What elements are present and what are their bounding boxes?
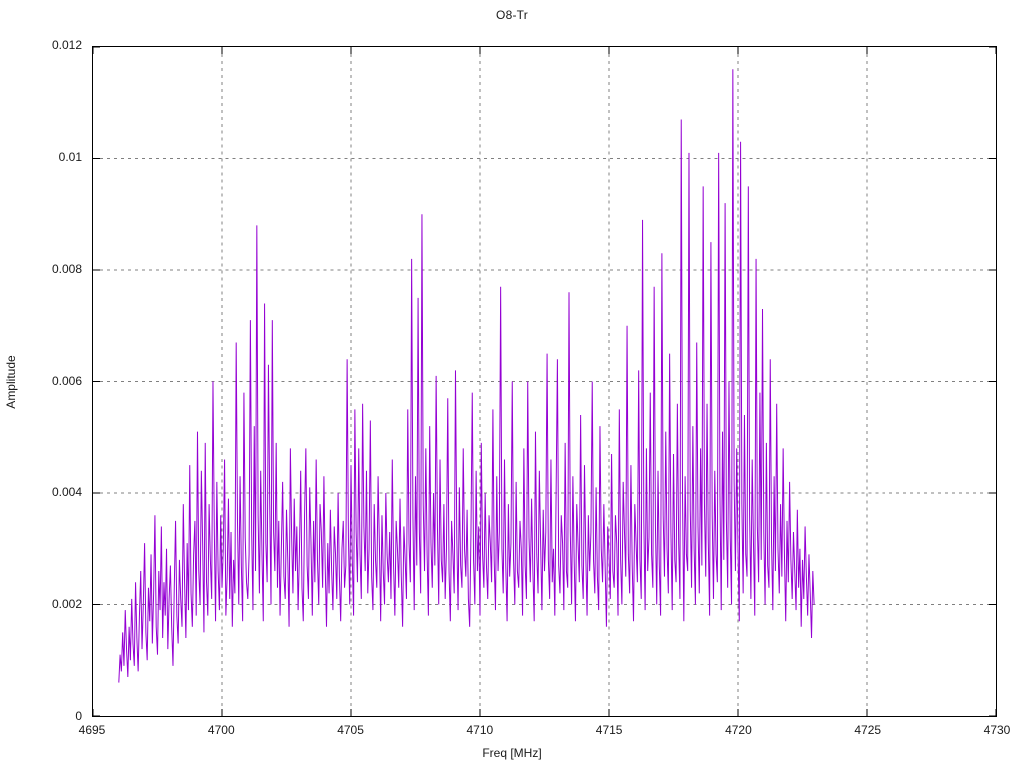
y-tick-label: 0.002 xyxy=(51,597,82,612)
x-tick-label: 4720 xyxy=(725,723,752,737)
x-tick-label: 4725 xyxy=(854,723,882,737)
y-tick-label: 0 xyxy=(75,709,82,723)
plot-svg xyxy=(93,47,996,716)
plot-area xyxy=(92,46,997,717)
x-tick-label: 4715 xyxy=(595,723,623,737)
y-tick-label: 0.01 xyxy=(58,149,82,164)
x-tick-label: 4730 xyxy=(983,723,1011,737)
x-tick-label: 4700 xyxy=(207,723,235,737)
y-tick-label: 0.008 xyxy=(51,261,82,276)
y-tick-label: 0.012 xyxy=(51,38,82,52)
x-tick-label: 4710 xyxy=(466,723,494,737)
x-tick-label: 4695 xyxy=(78,723,106,737)
tick-marks xyxy=(93,47,996,716)
x-tick-label: 4705 xyxy=(337,723,364,737)
grid-lines xyxy=(93,47,996,716)
y-tick-label: 0.004 xyxy=(51,485,82,500)
y-tick-label: 0.006 xyxy=(51,373,82,388)
x-axis-title: Freq [MHz] xyxy=(482,746,542,760)
chart-title: O8-Tr xyxy=(496,8,528,22)
data-series xyxy=(118,69,815,683)
